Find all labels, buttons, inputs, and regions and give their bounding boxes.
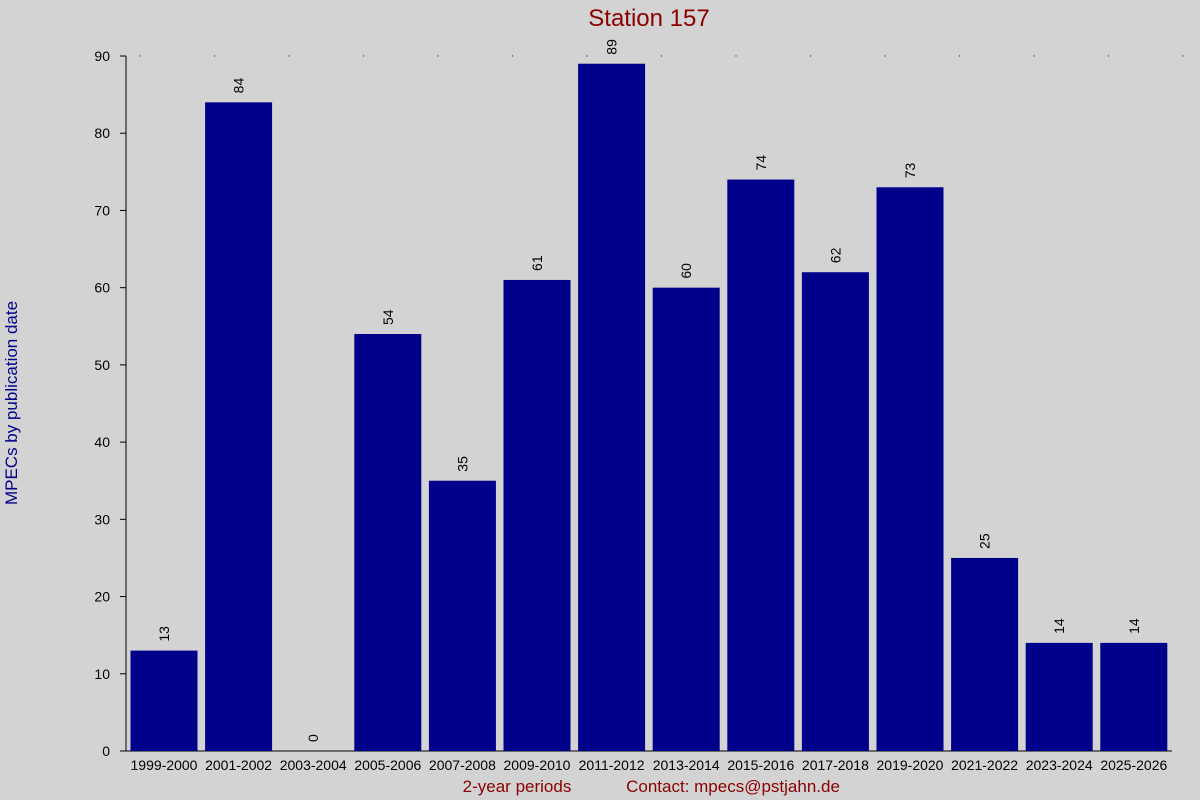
bar [876, 187, 944, 751]
bar [578, 63, 646, 751]
bar [354, 334, 422, 751]
bar-value-label: 61 [529, 255, 545, 271]
top-grid-dot [958, 55, 961, 57]
top-grid-dot [884, 55, 886, 57]
top-grid-dot [586, 55, 588, 57]
x-tick-label: 2009-2010 [504, 757, 571, 773]
y-tick-label: 30 [94, 511, 110, 527]
bar [801, 272, 869, 751]
x-tick-label: 2001-2002 [205, 757, 272, 773]
top-grid-dot [660, 55, 663, 57]
x-axis-label: 2-year periods [463, 777, 572, 796]
bar [652, 287, 720, 751]
y-tick-label: 0 [102, 743, 110, 759]
x-tick-label: 2005-2006 [354, 757, 421, 773]
plot-area: 0 10 20 30 40 50 60 70 80 90 13 1999-2000 84 2001-200… [94, 39, 1184, 773]
top-grid-dot [735, 55, 737, 57]
bar [727, 179, 795, 752]
top-grid-dot [1033, 55, 1035, 57]
x-tick-label: 1999-2000 [131, 757, 198, 773]
bar-value-label: 14 [1051, 618, 1067, 634]
bar [205, 102, 273, 752]
x-tick-label: 2003-2004 [280, 757, 347, 773]
y-tick-label: 70 [94, 202, 110, 218]
bar-value-label: 73 [902, 162, 918, 178]
y-tick-label: 60 [94, 280, 110, 296]
top-grid-dot [288, 55, 290, 57]
bar [503, 279, 571, 751]
x-tick-label: 2015-2016 [727, 757, 794, 773]
top-grid-dot [809, 55, 812, 57]
bar-value-label: 60 [678, 263, 694, 279]
top-grid-dot [362, 55, 365, 57]
top-grid-dot [1107, 55, 1110, 57]
bar-value-label: 74 [753, 155, 769, 171]
bar-value-label: 14 [1126, 618, 1142, 634]
bar [1100, 642, 1168, 751]
bar [130, 650, 198, 751]
x-tick-label: 2025-2026 [1100, 757, 1167, 773]
x-tick-label: 2007-2008 [429, 757, 496, 773]
y-axis-label: MPECs by publication date [2, 301, 21, 505]
y-tick-label: 90 [94, 48, 110, 64]
y-tick-label: 10 [94, 666, 110, 682]
x-tick-label: 2013-2014 [653, 757, 720, 773]
y-tick-label: 20 [94, 589, 110, 605]
x-tick-label: 2023-2024 [1026, 757, 1093, 773]
y-tick-label: 40 [94, 434, 110, 450]
bar [1025, 642, 1093, 751]
top-grid-dot [139, 55, 141, 57]
top-grid-dot [1182, 55, 1184, 57]
x-tick-label: 2019-2020 [877, 757, 944, 773]
chart-title: Station 157 [588, 5, 709, 32]
bar-value-label: 25 [977, 533, 993, 549]
contact-text: Contact: mpecs@pstjahn.de [626, 777, 840, 796]
top-grid-dot [511, 55, 514, 57]
x-tick-label: 2011-2012 [579, 757, 645, 773]
top-grid-dot [213, 55, 216, 57]
x-tick-label: 2017-2018 [802, 757, 869, 773]
y-tick-label: 80 [94, 125, 110, 141]
bar-value-label: 13 [156, 626, 172, 642]
bar-value-label: 89 [604, 39, 620, 55]
bar [428, 480, 496, 751]
bar-value-label: 0 [305, 734, 321, 742]
bar-value-label: 54 [380, 309, 396, 325]
x-tick-label: 2021-2022 [951, 757, 1018, 773]
bar-value-label: 62 [827, 247, 843, 263]
bar-value-label: 84 [231, 78, 247, 94]
bar [951, 557, 1019, 751]
top-grid-dot [437, 55, 439, 57]
y-tick-label: 50 [94, 357, 110, 373]
bar-value-label: 35 [454, 456, 470, 472]
